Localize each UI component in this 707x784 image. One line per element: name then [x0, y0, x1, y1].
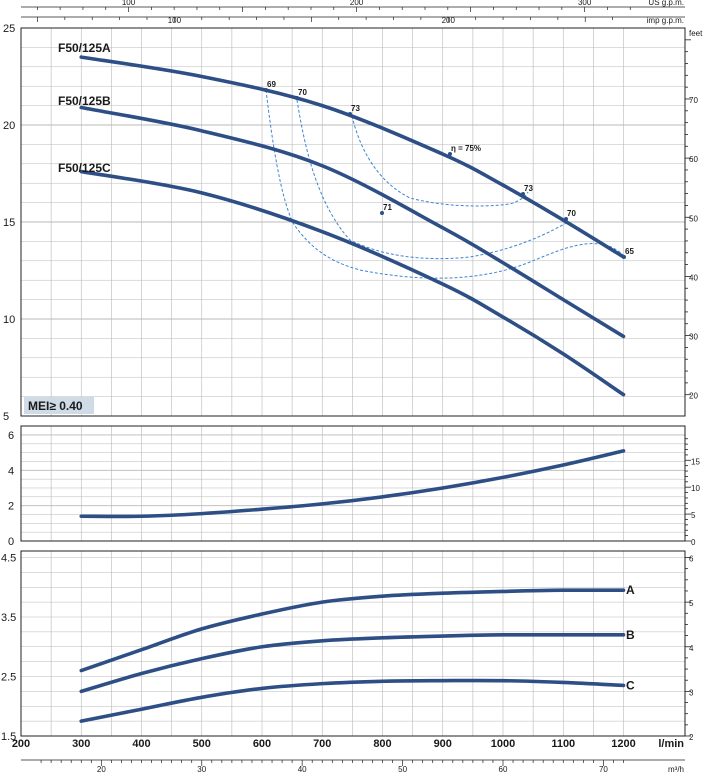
x-tick-lmin: 1200: [611, 738, 635, 750]
efficiency-isocurve: [351, 115, 529, 207]
efficiency-point: [622, 255, 626, 259]
x-tick-usgpm: 200: [350, 0, 364, 7]
right-tick-label-power: 4: [689, 644, 694, 653]
head-curve-label: F50/125C: [58, 161, 111, 175]
x-tick-lmin: 200: [12, 738, 30, 750]
head-curve-label: F50/125B: [58, 94, 111, 108]
x-tick-m3h: 40: [298, 765, 307, 774]
right-tick-label-npsh: 15: [691, 457, 700, 466]
right-tick-label-head: 40: [689, 273, 698, 282]
y-tick-power: 4.5: [1, 553, 16, 565]
curve-head-F50/125A: [79, 55, 626, 259]
panel-frame-head: [20, 27, 686, 417]
x-tick-lmin: 500: [193, 738, 211, 750]
x-tick-m3h: 20: [97, 765, 106, 774]
efficiency-point: [348, 112, 352, 116]
x-tick-lmin: 300: [72, 738, 90, 750]
x-tick-m3h: 30: [197, 765, 206, 774]
y-tick-npsh: 6: [8, 430, 14, 442]
x-tick-m3h: 50: [398, 765, 407, 774]
curve-power-B: [79, 632, 626, 694]
x-tick-lmin: 900: [434, 738, 452, 750]
efficiency-label: 70: [567, 209, 576, 218]
efficiency-point: [448, 152, 452, 156]
efficiency-label: 73: [351, 104, 360, 113]
efficiency-label: 70: [298, 88, 307, 97]
y-tick-npsh: 0: [8, 536, 14, 548]
right-tick-label-power: 3: [689, 688, 694, 697]
curve-npsh-npsh: [79, 449, 626, 519]
panel-frame-npsh: [20, 425, 686, 542]
mei-box: [24, 397, 94, 414]
right-tick-label-head: 20: [689, 392, 698, 401]
x-tick-impgpm: 100: [168, 16, 182, 25]
x-tick-impgpm: 200: [442, 16, 456, 25]
curve-power-C: [79, 678, 626, 723]
y-tick-power: 1.5: [1, 731, 16, 743]
label-layer: F50/125A F50/125B F50/125C A B C 69 70 73 η = 75%…: [24, 41, 635, 692]
power-curve-label: C: [626, 678, 635, 692]
efficiency-label: 69: [267, 80, 276, 89]
efficiency-point: [380, 211, 384, 215]
x-unit-usgpm: US g.p.m.: [648, 0, 684, 7]
right-tick-label-head: 30: [689, 333, 698, 342]
efficiency-label: η = 75%: [451, 144, 481, 153]
efficiency-point: [295, 96, 299, 100]
efficiency-curves: [265, 89, 626, 279]
x-tick-lmin: 1000: [491, 738, 515, 750]
curve-head-F50/125C: [79, 169, 626, 397]
right-tick-label-npsh: 5: [691, 511, 696, 520]
x-tick-usgpm: 300: [578, 0, 592, 7]
y-tick-head: 5: [3, 411, 9, 423]
x-tick-lmin: 400: [132, 738, 150, 750]
y-tick-power: 2.5: [1, 672, 16, 684]
right-tick-label-head: 60: [689, 155, 698, 164]
head-curve-label: F50/125A: [58, 41, 111, 55]
efficiency-label: 65: [625, 247, 634, 256]
efficiency-isocurve: [296, 99, 569, 260]
x-tick-m3h: 60: [499, 765, 508, 774]
y-tick-npsh: 4: [8, 465, 14, 477]
grid-layer: [20, 27, 685, 737]
efficiency-point: [521, 192, 525, 196]
panel-frames: [20, 27, 686, 737]
x-tick-m3h: 70: [599, 765, 608, 774]
curve-power-A: [79, 588, 626, 673]
right-unit-head: feet: [689, 29, 703, 38]
x-unit-impgpm: imp g.p.m.: [647, 16, 684, 25]
right-tick-label-power: 2: [689, 733, 694, 742]
right-tick-label-power: 6: [689, 555, 694, 564]
y-tick-head: 10: [3, 314, 15, 326]
x-tick-lmin: 1100: [551, 738, 575, 750]
x-tick-usgpm: 100: [122, 0, 136, 7]
right-tick-label-power: 5: [689, 599, 694, 608]
y-tick-head: 15: [3, 217, 15, 229]
efficiency-point: [264, 88, 268, 92]
x-tick-lmin: 700: [313, 738, 331, 750]
efficiency-label: 73: [524, 184, 533, 193]
efficiency-isocurve: [265, 89, 626, 279]
right-tick-label-npsh: 0: [691, 538, 696, 547]
power-curve-label: B: [626, 628, 635, 642]
mei-label: MEI≥ 0.40: [28, 399, 83, 413]
x-tick-lmin: 600: [253, 738, 271, 750]
curve-head-F50/125B: [79, 105, 626, 339]
x-unit-lmin: l/min: [658, 738, 684, 750]
efficiency-point: [564, 217, 568, 221]
power-curve-label: A: [626, 583, 635, 597]
right-tick-label-head: 70: [689, 96, 698, 105]
y-tick-head: 20: [3, 120, 15, 132]
y-tick-power: 3.5: [1, 612, 16, 624]
y-tick-head: 25: [3, 23, 15, 35]
right-tick-label-npsh: 10: [691, 484, 700, 493]
x-unit-m3h: m³/h: [668, 765, 684, 774]
x-tick-lmin: 800: [373, 738, 391, 750]
right-tick-label-head: 50: [689, 214, 698, 223]
panel-frame-power: [20, 550, 686, 737]
efficiency-label: 71: [383, 203, 392, 212]
performance-curves: [79, 55, 626, 723]
y-tick-npsh: 2: [8, 501, 14, 513]
